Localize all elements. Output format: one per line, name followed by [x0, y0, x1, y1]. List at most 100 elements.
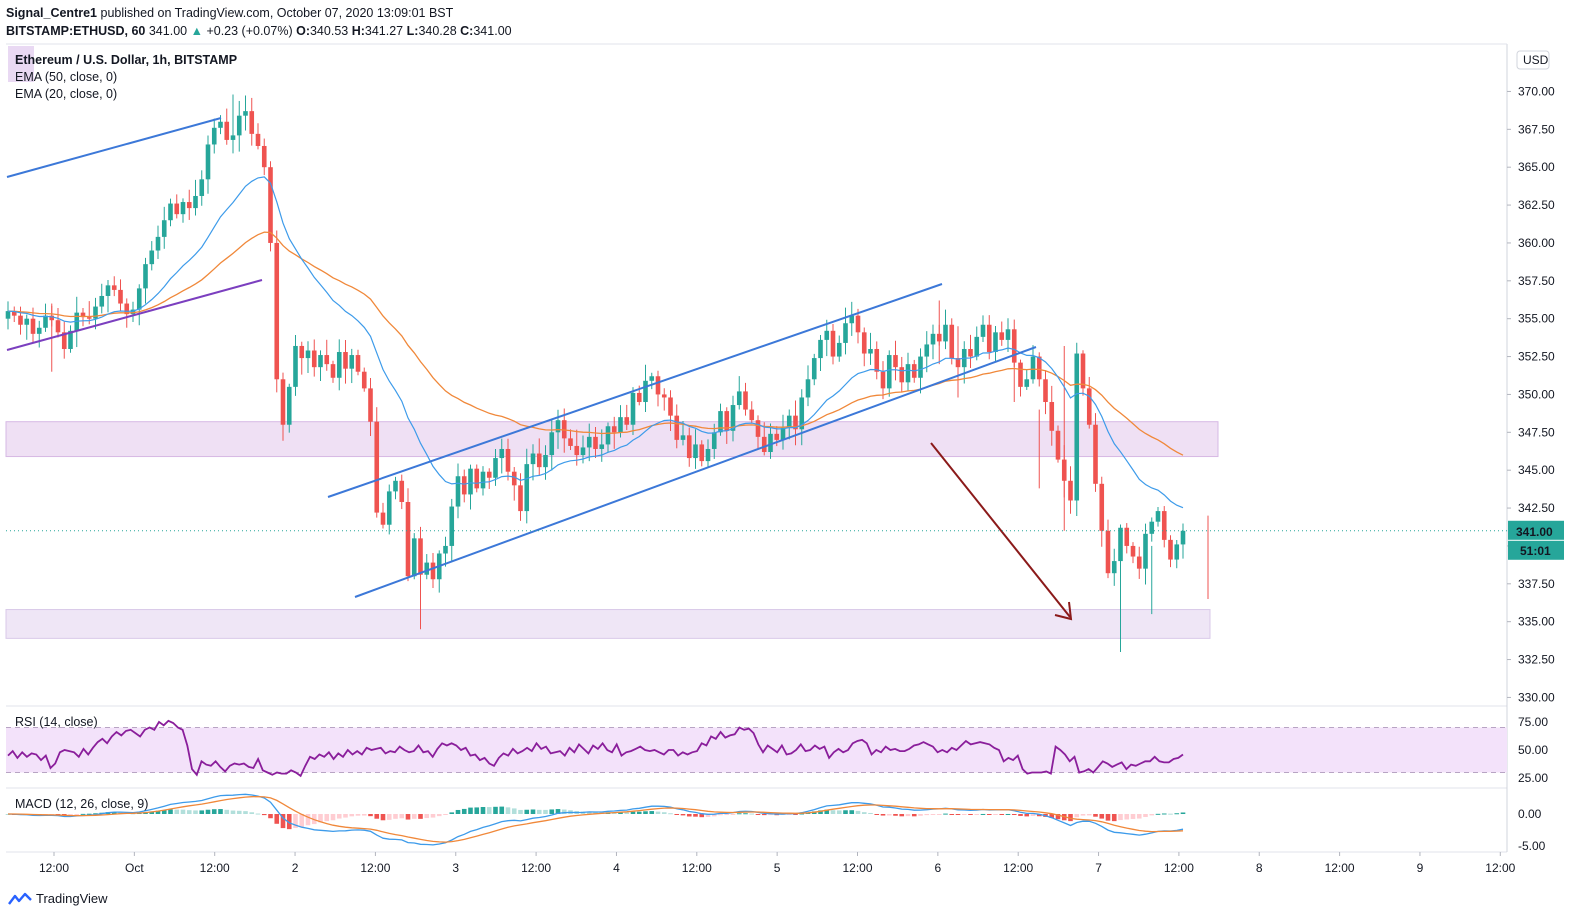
open-label: O: [296, 24, 310, 38]
candle [168, 198, 173, 227]
candle [693, 429, 698, 469]
price-tick-label: 362.50 [1518, 198, 1555, 212]
macd-histogram-bar [230, 810, 236, 814]
candle [880, 361, 886, 400]
macd-histogram-bar [280, 814, 286, 829]
candle [455, 463, 461, 519]
macd-histogram-bar [1124, 814, 1130, 820]
macd-histogram-bar [649, 811, 655, 814]
macd-histogram-bar [355, 814, 361, 816]
close-label: C: [460, 24, 474, 38]
chart-legend: Ethereum / U.S. Dollar, 1h, BITSTAMP EMA… [15, 52, 237, 103]
macd-histogram-bar [274, 814, 280, 824]
time-tick-label: 2 [292, 861, 299, 875]
candle [330, 360, 336, 383]
candle-body [293, 345, 298, 387]
legend-symbol[interactable]: Ethereum / U.S. Dollar, 1h, BITSTAMP [15, 53, 238, 67]
candle-body [974, 336, 980, 357]
candle [518, 473, 523, 521]
candle-body [136, 288, 142, 310]
candle-body [18, 315, 23, 325]
candle-body [980, 324, 986, 337]
change-up-icon: ▲ [190, 24, 203, 38]
macd-histogram-bar [593, 812, 598, 814]
macd-histogram-bar [224, 809, 230, 814]
candle-body [430, 562, 436, 580]
candle [261, 138, 267, 176]
candle-body [1068, 480, 1073, 501]
macd-histogram-bar [1174, 813, 1180, 815]
time-tick-label: 12:00 [360, 861, 390, 875]
candle [1080, 350, 1086, 396]
macd-histogram-bar [349, 814, 355, 817]
candle-body [318, 355, 323, 368]
candle [374, 407, 380, 518]
candle-body [880, 371, 886, 389]
legend-ema20[interactable]: EMA (20, close, 0) [15, 87, 118, 101]
candle [93, 297, 98, 330]
candle-body [324, 355, 330, 365]
macd-histogram-bar [299, 814, 305, 827]
candle-body [186, 202, 192, 209]
high-value: 341.27 [364, 24, 404, 38]
macd-line [7, 793, 1184, 846]
candle-body [580, 447, 586, 456]
macd-histogram-bar [430, 814, 436, 818]
candle [974, 326, 980, 361]
down-arrow-head-icon [1054, 601, 1073, 621]
candle [624, 404, 630, 431]
candle [386, 484, 392, 535]
candle [136, 284, 142, 326]
candle [130, 301, 136, 322]
tradingview-logo-icon [8, 892, 32, 905]
candle [399, 474, 405, 510]
candle-body [661, 394, 667, 398]
candle-body [668, 397, 673, 416]
price-tick-label: 342.50 [1518, 501, 1555, 515]
candle-body [1136, 556, 1142, 569]
candle [930, 324, 936, 360]
macd-histogram-bar [886, 814, 892, 816]
macd-histogram-bar [1093, 814, 1098, 817]
candle-body [330, 364, 336, 378]
time-axis[interactable]: 12:00 Oct 12:00 2 12:00 3 12:00 4 12:00 5 12:00 6 12… [39, 852, 1516, 875]
candle [43, 303, 48, 332]
candle-body [349, 355, 355, 369]
macd-histogram-bar [730, 814, 736, 815]
author-link[interactable]: Signal_Centre1 [6, 6, 98, 20]
macd-histogram-bar [743, 813, 748, 815]
time-tick-label: 12:00 [39, 861, 69, 875]
time-tick-label: 12:00 [521, 861, 551, 875]
candle-body [99, 295, 105, 307]
candle [286, 383, 292, 433]
candle [949, 318, 955, 365]
currency-badge-box [1516, 50, 1550, 70]
candle [918, 348, 923, 394]
macd-histogram-bar [330, 814, 336, 821]
macd-histogram-bar [924, 814, 930, 816]
macd-label[interactable]: MACD (12, 26, close, 9) [15, 797, 149, 811]
channel-upper-line [327, 283, 943, 498]
rsi-label[interactable]: RSI (14, close) [15, 715, 98, 729]
legend-ema50[interactable]: EMA (50, close, 0) [15, 70, 118, 84]
candle [1024, 370, 1030, 390]
candle [586, 423, 592, 462]
macd-histogram-bar [293, 814, 298, 828]
price-axis[interactable]: 370.00 367.50 365.00 362.50 360.00 357.50 355.… [1507, 50, 1564, 704]
candle [380, 502, 386, 529]
candle [305, 341, 311, 374]
candle-body [599, 444, 605, 449]
candle [211, 118, 217, 154]
candle-body [274, 242, 280, 380]
time-tick-label: 8 [1256, 861, 1263, 875]
candle-body [618, 417, 623, 433]
candle-body [493, 458, 498, 478]
symbol-label: BITSTAMP:ETHUSD, 60 [6, 24, 146, 38]
candle-body [586, 436, 592, 448]
candle-body [549, 432, 555, 456]
candle-body [711, 432, 717, 449]
candle [1124, 523, 1130, 554]
macd-histogram-bar [443, 814, 448, 815]
candle [1074, 342, 1080, 516]
